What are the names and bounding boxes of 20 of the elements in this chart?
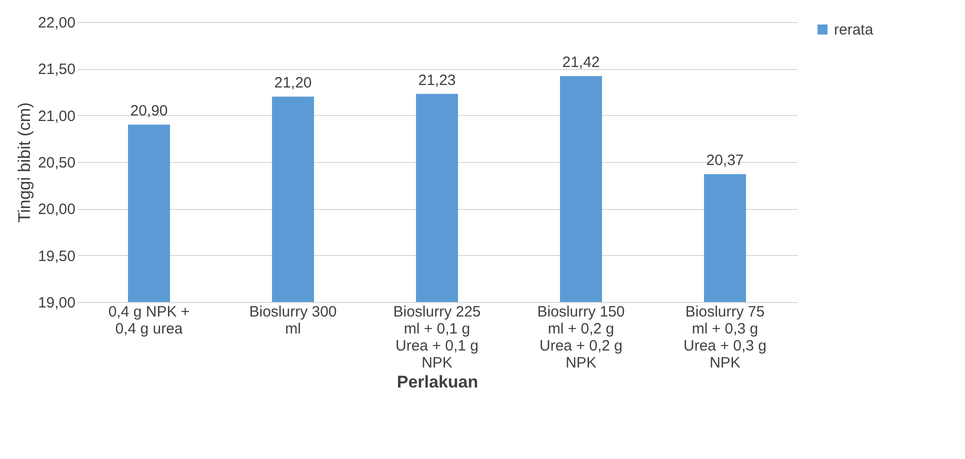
y-tick-label: 21,50: [38, 61, 76, 78]
x-tick-label: Bioslurry 300 ml: [249, 304, 337, 338]
data-label: 20,90: [130, 102, 168, 120]
y-axis-title: Tinggi bibit (cm): [14, 102, 34, 223]
data-label: 21,20: [274, 74, 312, 92]
x-tick-label: Bioslurry 225 ml + 0,1 g Urea + 0,1 g NPK: [393, 304, 481, 372]
data-label: 20,37: [706, 152, 744, 170]
x-axis-title: Perlakuan: [396, 372, 478, 392]
x-tick-label: 0,4 g NPK + 0,4 g urea: [108, 304, 190, 338]
y-tick-label: 21,00: [38, 108, 76, 125]
data-label: 21,42: [562, 54, 600, 72]
y-tick-label: 20,50: [38, 154, 76, 172]
data-label: 21,23: [418, 72, 456, 89]
x-tick-label: Bioslurry 150 ml + 0,2 g Urea + 0,2 g NPK: [537, 304, 625, 372]
legend-label: rerata: [834, 22, 874, 38]
x-tick-label: Bioslurry 75 ml + 0,3 g Urea + 0,3 g NPK: [684, 304, 766, 372]
y-tick-label: 19,50: [38, 248, 76, 265]
y-tick-label: 19,00: [38, 294, 76, 312]
y-tick-label: 20,00: [38, 201, 76, 218]
y-tick-label: 22,00: [38, 14, 76, 32]
